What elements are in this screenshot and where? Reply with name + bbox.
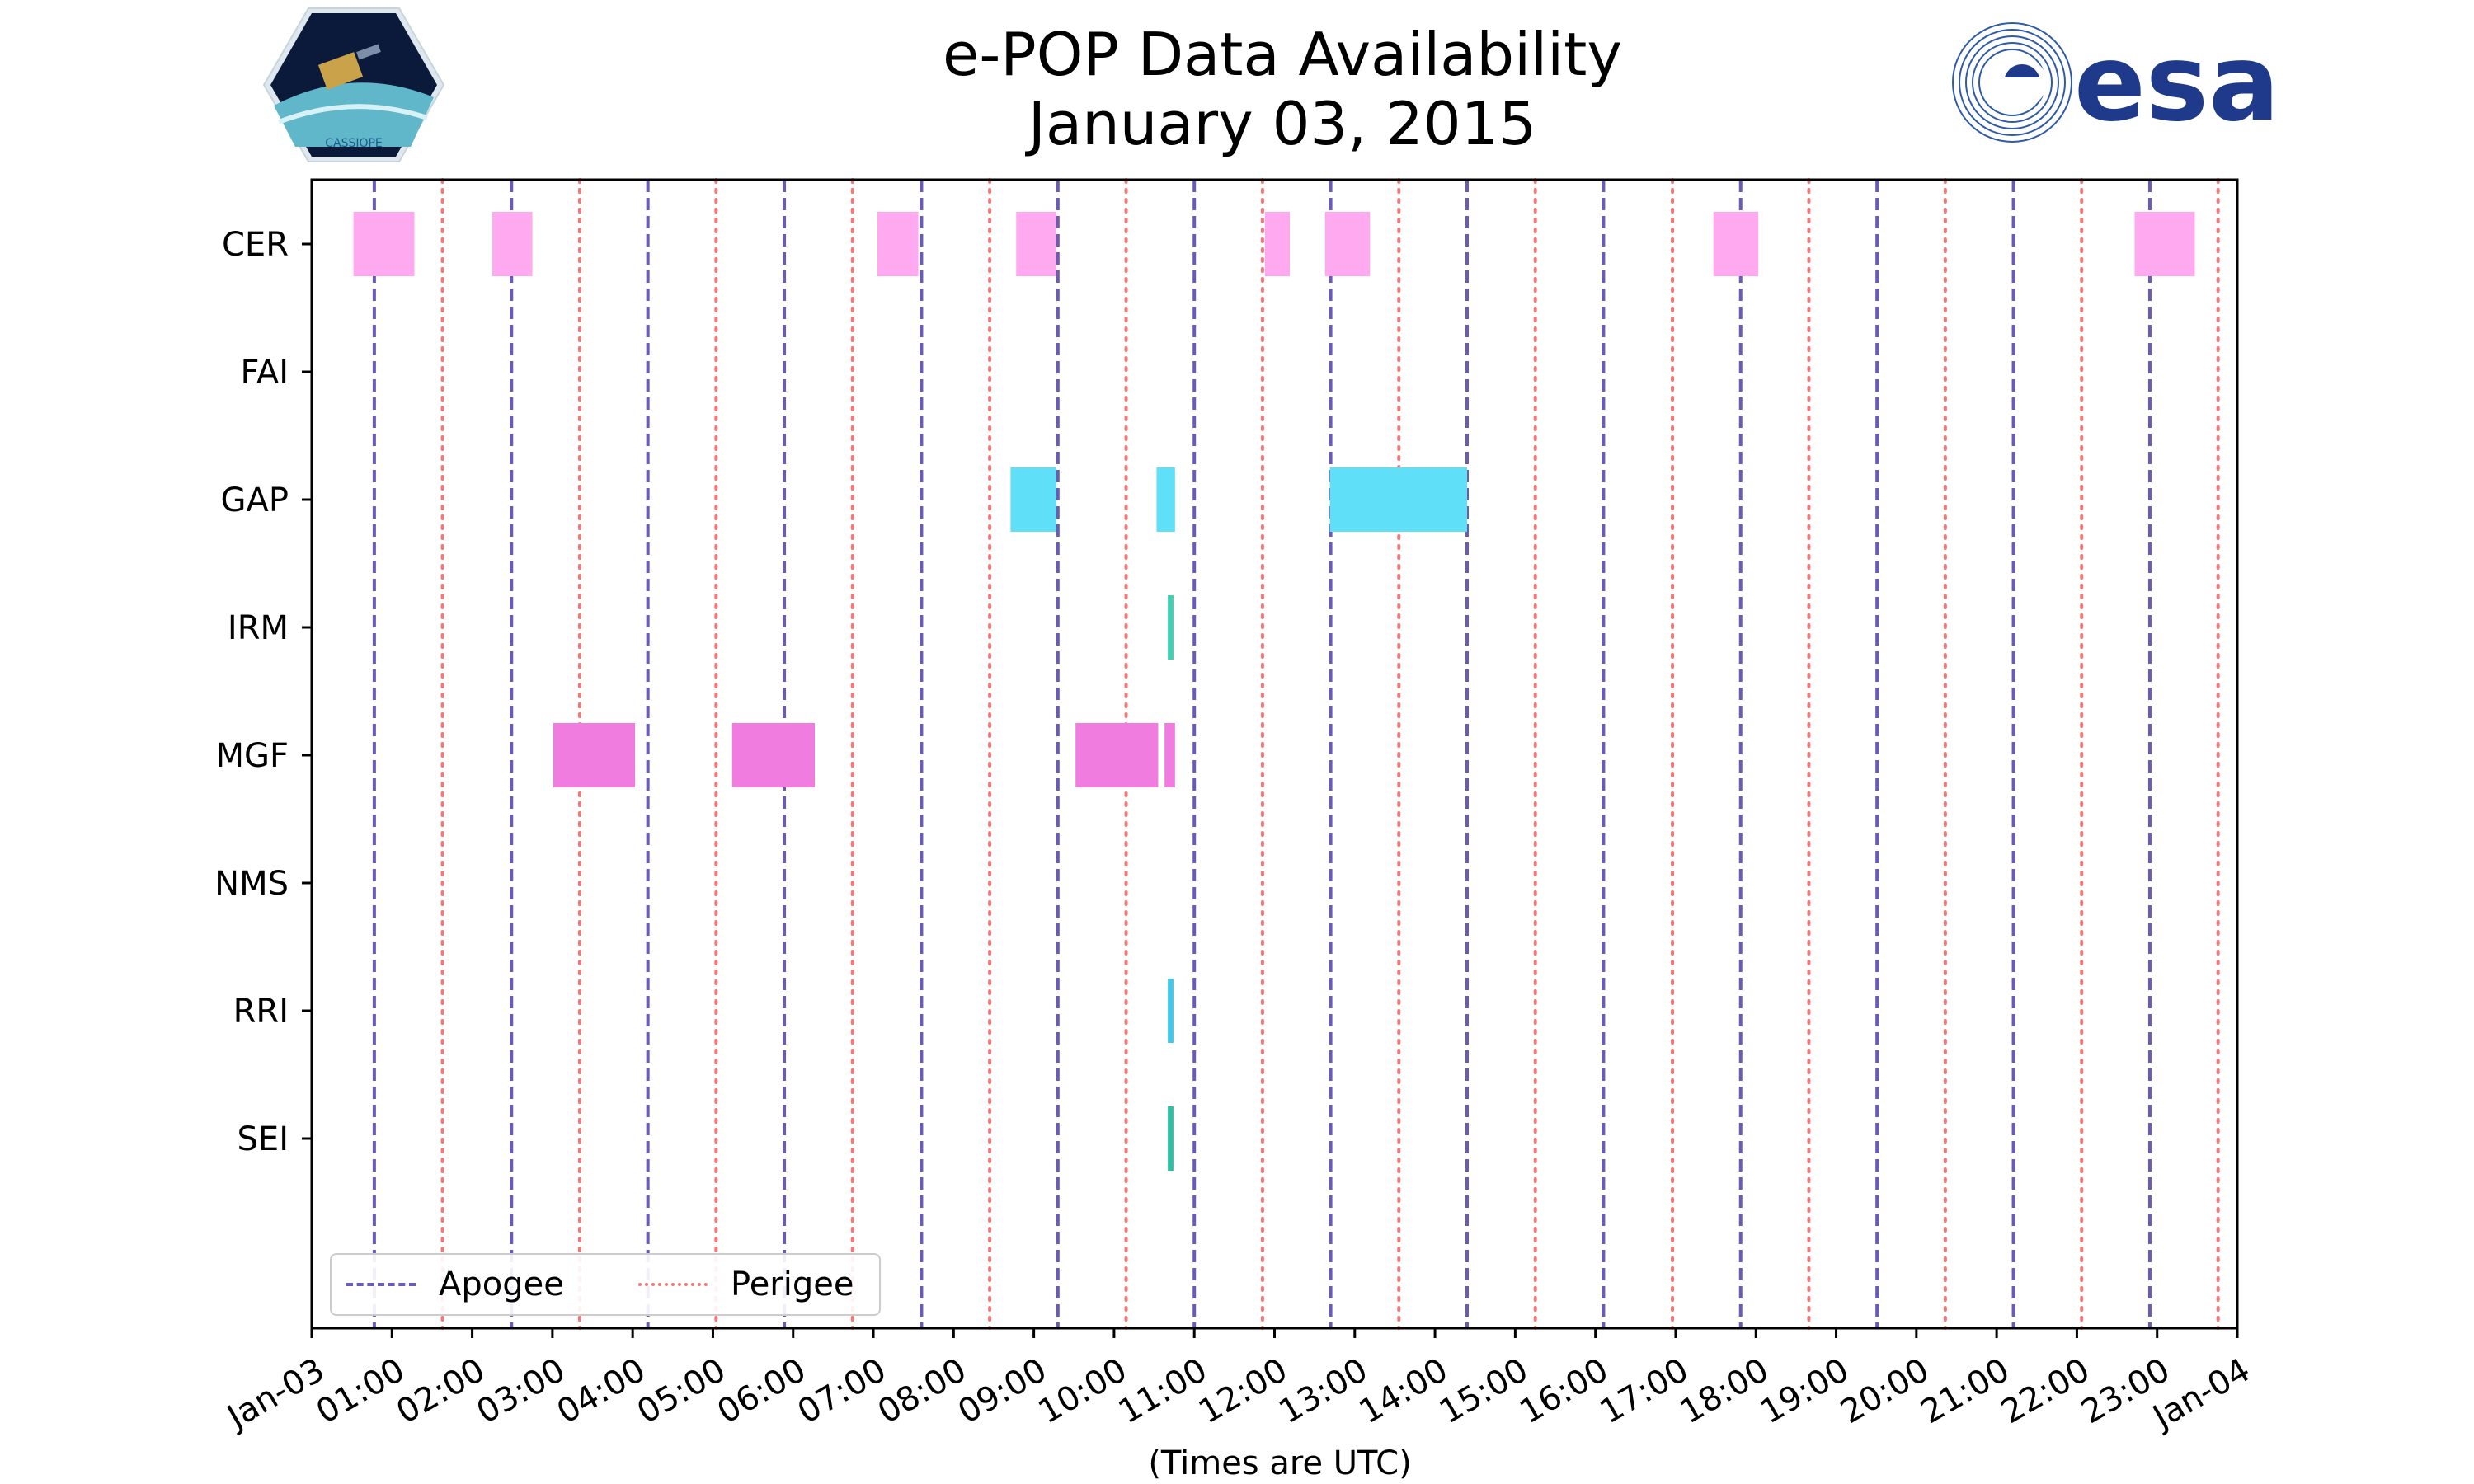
segment-cer-2 [877,212,919,276]
chart-title: e-POP Data Availability [943,20,1622,89]
x-tick-label-12: 12:00 [1192,1351,1294,1431]
y-tick-label-rri: RRI [233,993,289,1031]
chart-subtitle: January 03, 2015 [1028,89,1537,158]
x-tick-label-5: 05:00 [631,1351,732,1431]
segment-mgf-14 [1075,723,1159,787]
segment-cer-6 [1713,212,1759,276]
x-tick-label-8: 08:00 [872,1351,973,1431]
x-tick-label-19: 19:00 [1754,1351,1856,1431]
segment-rri-16 [1168,979,1174,1043]
x-tick-label-14: 14:00 [1353,1351,1455,1431]
x-tick-label-21: 21:00 [1915,1351,2016,1431]
x-tick-label-6: 06:00 [711,1351,812,1431]
svg-text:CASSIOPE: CASSIOPE [325,137,383,150]
x-tick-label-15: 15:00 [1433,1351,1535,1431]
legend: Apogee Perigee [330,1253,881,1316]
y-tick-label-sei: SEI [238,1120,289,1158]
x-tick-label-16: 16:00 [1513,1351,1615,1431]
x-tick-label-10: 10:00 [1032,1351,1133,1431]
segment-mgf-12 [553,723,636,787]
x-tick-label-3: 03:00 [470,1351,571,1431]
x-tick-label-1: 01:00 [310,1351,412,1431]
segment-irm-11 [1168,595,1174,660]
x-tick-label-9: 09:00 [952,1351,1053,1431]
x-tick-label-11: 11:00 [1112,1351,1214,1431]
y-tick-label-nms: NMS [214,865,289,903]
y-tick-label-gap: GAP [221,481,289,519]
x-tick-label-2: 02:00 [390,1351,492,1431]
x-tick-label-13: 13:00 [1272,1351,1374,1431]
segment-gap-10 [1329,467,1467,532]
event-lines [372,178,2220,1330]
esa-logo: esa [1952,22,2279,145]
segment-cer-3 [1016,212,1056,276]
segment-gap-8 [1010,467,1056,532]
legend-perigee-label: Perigee [731,1266,854,1303]
legend-perigee: Perigee [638,1265,854,1304]
x-tick-label-17: 17:00 [1594,1351,1696,1431]
segment-cer-4 [1264,212,1290,276]
cassiope-logo: CASSIOPE [262,7,445,162]
x-tick-label-0: Jan-03 [219,1351,332,1438]
y-tick-label-irm: IRM [228,609,289,647]
x-tick-label-18: 18:00 [1674,1351,1776,1431]
y-tick-label-fai: FAI [241,354,289,392]
x-axis: Jan-0301:0002:0003:0004:0005:0006:0007:0… [219,1328,2256,1438]
y-tick-label-mgf: MGF [215,737,289,775]
x-axis-label: (Times are UTC) [1148,1444,1412,1482]
apogee-line-swatch [346,1283,416,1286]
segment-cer-1 [492,212,533,276]
x-tick-label-4: 04:00 [551,1351,652,1431]
y-tick-label-cer: CER [222,226,289,264]
x-tick-label-20: 20:00 [1834,1351,1935,1431]
segment-cer-0 [353,212,415,276]
legend-apogee: Apogee [346,1265,564,1304]
x-tick-label-22: 22:00 [1995,1351,2096,1431]
segment-gap-9 [1156,467,1175,532]
segment-mgf-13 [731,723,816,787]
x-tick-label-7: 07:00 [792,1351,893,1431]
segment-sei-17 [1168,1106,1174,1171]
legend-apogee-label: Apogee [439,1266,564,1303]
segment-cer-5 [1324,212,1371,276]
data-segments [353,212,2195,1171]
segment-cer-7 [2134,212,2195,276]
y-axis: CER FAI GAP IRM MGF NMS RRI SEI [214,226,312,1158]
segment-mgf-15 [1164,723,1175,787]
perigee-line-swatch [638,1283,708,1286]
svg-text:esa: esa [2074,22,2279,145]
